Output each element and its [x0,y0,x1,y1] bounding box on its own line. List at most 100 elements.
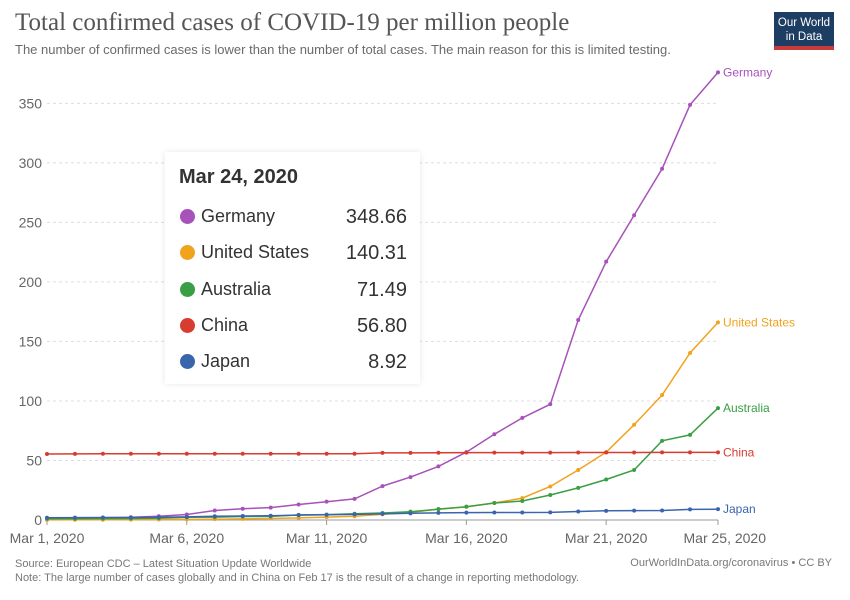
tooltip-series-value: 71.49 [356,279,407,301]
y-tick-label: 350 [19,95,43,111]
data-point[interactable] [212,451,217,456]
data-point[interactable] [716,450,720,455]
data-point[interactable] [632,422,637,427]
data-point[interactable] [576,468,581,472]
data-point[interactable] [548,450,553,455]
data-point[interactable] [716,507,720,512]
data-point[interactable] [688,450,693,455]
data-point[interactable] [72,515,77,520]
data-point[interactable] [296,515,301,520]
data-point[interactable] [268,505,273,510]
data-point[interactable] [408,511,413,516]
source-text[interactable]: Source: European CDC – Latest Situation … [15,558,312,570]
data-point[interactable] [436,464,441,469]
data-point[interactable] [436,507,441,512]
data-point[interactable] [716,320,720,325]
data-point[interactable] [604,450,609,455]
data-point[interactable] [296,451,301,456]
y-tick-label: 250 [19,214,43,230]
data-point[interactable] [128,515,133,520]
data-point[interactable] [436,510,441,515]
data-point[interactable] [352,451,357,456]
data-point[interactable] [576,450,581,455]
data-point[interactable] [548,484,553,489]
data-point[interactable] [576,318,581,322]
data-point[interactable] [436,450,441,455]
data-point[interactable] [45,515,49,520]
data-point[interactable] [604,259,609,264]
data-point[interactable] [688,102,693,107]
data-point[interactable] [520,415,525,420]
data-point[interactable] [520,450,525,455]
data-point[interactable] [380,450,385,455]
series-end-label: United States [723,315,795,329]
data-point[interactable] [240,451,245,456]
data-point[interactable] [464,504,469,509]
data-point[interactable] [520,496,525,501]
data-point[interactable] [632,213,637,218]
data-point[interactable] [688,350,693,355]
data-point[interactable] [408,450,413,455]
data-point[interactable] [688,507,693,512]
data-point[interactable] [128,451,133,456]
data-point[interactable] [45,452,49,457]
data-point[interactable] [212,514,217,519]
data-point[interactable] [632,468,637,472]
data-point[interactable] [548,402,553,407]
data-point[interactable] [576,509,581,514]
data-point[interactable] [632,508,637,513]
data-point[interactable] [492,450,497,455]
data-point[interactable] [268,513,273,518]
data-point[interactable] [520,510,525,515]
data-point[interactable] [380,511,385,516]
data-point[interactable] [408,475,413,480]
data-point[interactable] [324,512,329,517]
data-point[interactable] [72,451,77,456]
series-line-australia[interactable] [47,407,719,520]
data-point[interactable] [492,500,497,505]
data-point[interactable] [660,450,665,455]
data-point[interactable] [492,510,497,515]
data-point[interactable] [100,451,105,456]
data-point[interactable] [548,493,553,497]
data-point[interactable] [464,450,469,455]
data-point[interactable] [492,432,497,437]
data-point[interactable] [240,506,245,511]
data-point[interactable] [296,513,301,518]
data-point[interactable] [464,510,469,515]
data-point[interactable] [716,70,720,75]
data-point[interactable] [324,451,329,456]
data-point[interactable] [660,393,665,397]
data-point[interactable] [660,166,665,171]
data-point[interactable] [184,514,189,519]
data-point[interactable] [296,502,301,507]
data-point[interactable] [352,512,357,517]
data-point[interactable] [576,485,581,490]
data-point[interactable] [632,450,637,455]
data-point[interactable] [212,508,217,513]
data-point[interactable] [380,484,385,489]
data-point[interactable] [688,432,693,437]
x-tick-label: Mar 11, 2020 [286,530,368,546]
y-tick-label: 300 [19,155,43,171]
data-point[interactable] [156,451,161,456]
tooltip-row: Australia 71.49 [179,275,407,305]
data-point[interactable] [520,498,525,503]
data-point[interactable] [352,496,357,501]
data-point[interactable] [660,438,665,443]
data-point[interactable] [184,451,189,456]
data-point[interactable] [604,477,609,482]
data-point[interactable] [324,499,329,504]
data-point[interactable] [240,513,245,518]
data-point[interactable] [604,508,609,513]
owid-logo[interactable]: Our World in Data [774,12,834,50]
footer-credit[interactable]: OurWorldInData.org/coronavirus • CC BY [630,557,832,569]
y-tick-label: 0 [34,512,42,528]
data-point[interactable] [660,508,665,513]
data-point[interactable] [548,510,553,515]
data-point[interactable] [716,406,720,411]
data-point[interactable] [100,515,105,520]
data-point[interactable] [268,451,273,456]
data-point[interactable] [156,515,161,520]
